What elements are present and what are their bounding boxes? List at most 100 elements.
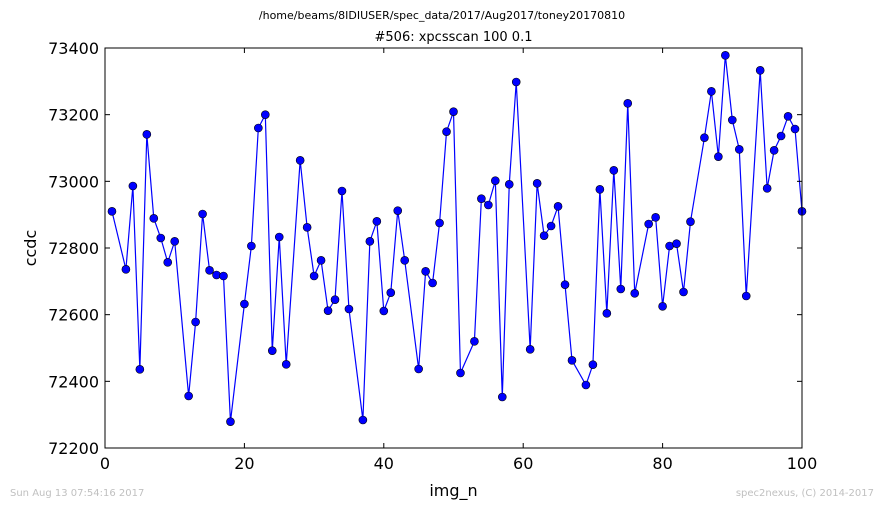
data-point (741, 291, 751, 301)
chart-title: #506: xpcsscan 100 0.1 (374, 30, 533, 45)
x-tick-label: 20 (234, 454, 254, 473)
data-point (456, 368, 465, 378)
data-point (184, 391, 193, 401)
data-point (386, 288, 396, 297)
data-point (226, 417, 235, 426)
data-point (198, 209, 207, 219)
data-point (421, 267, 430, 276)
data-point (435, 218, 444, 228)
data-point (470, 337, 479, 346)
y-tick-label: 73000 (48, 172, 99, 191)
data-point (149, 214, 159, 223)
data-point (581, 380, 591, 390)
data-point (783, 112, 793, 121)
y-axis-label: ccdc (21, 230, 40, 267)
x-tick-label: 40 (374, 454, 394, 473)
y-tick-label: 73400 (48, 39, 99, 58)
data-point (379, 306, 389, 316)
y-tick-label: 73200 (48, 106, 99, 125)
data-point (707, 87, 716, 96)
data-point (219, 271, 228, 281)
data-point (727, 115, 737, 125)
data-point (539, 231, 549, 240)
x-tick-label: 100 (787, 454, 818, 473)
data-point (142, 130, 152, 139)
data-point (156, 233, 166, 243)
data-point (128, 181, 138, 191)
data-point (247, 241, 256, 251)
x-tick-label: 80 (652, 454, 672, 473)
data-point (776, 131, 786, 141)
y-tick-label: 72800 (48, 239, 99, 258)
data-point (400, 256, 410, 265)
data-point (546, 221, 556, 231)
data-point (163, 258, 173, 267)
data-point (337, 186, 347, 196)
data-point (358, 415, 368, 425)
data-point (567, 356, 577, 365)
data-point (442, 127, 451, 136)
data-file-path: /home/beams/8IDIUSER/spec_data/2017/Aug2… (258, 9, 626, 22)
footer-timestamp: Sun Aug 13 07:54:16 2017 (10, 488, 145, 499)
data-point (121, 265, 131, 274)
data-point (274, 232, 284, 242)
x-tick-label: 0 (100, 454, 110, 473)
data-point (602, 309, 612, 318)
data-point (679, 287, 688, 297)
data-point (790, 124, 800, 134)
x-tick-label: 60 (513, 454, 533, 473)
data-point (658, 302, 667, 311)
data-point (170, 237, 179, 246)
data-point (261, 110, 270, 119)
data-point (477, 194, 486, 203)
data-point (302, 223, 312, 232)
data-point (714, 152, 723, 161)
data-point (414, 364, 423, 374)
data-point (651, 213, 660, 222)
y-tick-label: 72400 (48, 372, 99, 391)
data-point (686, 217, 695, 226)
data-point (644, 219, 653, 229)
data-point (700, 133, 709, 142)
data-point (316, 256, 326, 265)
data-point (191, 317, 200, 327)
data-point (721, 51, 730, 60)
data-point (267, 346, 277, 355)
footer-credit: spec2nexus, (C) 2014-2017 (735, 488, 874, 499)
data-point (372, 217, 382, 226)
data-point (623, 99, 633, 108)
data-point (553, 202, 563, 211)
data-point (449, 107, 458, 116)
data-point (205, 266, 214, 275)
data-point (344, 304, 354, 314)
data-point (762, 184, 772, 193)
data-point (497, 392, 507, 402)
data-point (365, 237, 375, 246)
data-point (323, 306, 333, 315)
data-point (734, 145, 744, 154)
data-point (491, 176, 500, 185)
y-tick-label: 72200 (48, 439, 99, 458)
x-axis-label: img_n (429, 481, 477, 501)
data-point (532, 179, 542, 188)
data-point (755, 66, 765, 75)
data-point (393, 206, 403, 215)
data-point (309, 271, 319, 281)
data-point (330, 295, 340, 304)
data-point (254, 123, 263, 133)
data-point (281, 360, 291, 369)
data-point (525, 345, 535, 354)
data-point (595, 185, 605, 194)
data-point (609, 166, 619, 175)
data-point (560, 280, 570, 289)
data-point (107, 207, 117, 216)
y-tick-label: 72600 (48, 306, 99, 325)
data-point (484, 200, 493, 210)
data-point (295, 156, 305, 165)
data-point (240, 299, 249, 309)
data-point (672, 239, 681, 248)
data-point (511, 77, 521, 87)
data-point (616, 284, 626, 294)
data-point (769, 146, 779, 155)
